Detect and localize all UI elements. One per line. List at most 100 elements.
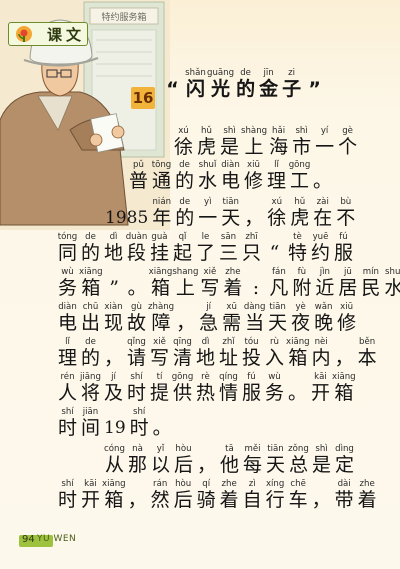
ruby-pair: de 的 <box>173 160 196 193</box>
hanzi: ， <box>311 489 331 511</box>
pinyin: guà <box>151 232 168 242</box>
ruby-pair: ， <box>310 479 333 512</box>
hanzi: 投 <box>241 347 261 369</box>
ruby-pair: jiān 间 <box>79 407 102 440</box>
ruby-pair: dìng 定 <box>333 444 356 477</box>
ruby-pair: hǎi 海 <box>267 126 290 159</box>
hanzi: ， <box>103 347 123 369</box>
ruby-pair: ， <box>174 302 197 335</box>
pinyin: qí <box>202 479 211 489</box>
ruby-pair: shàng 上 <box>241 126 267 159</box>
hanzi: 子 <box>282 78 302 100</box>
ruby-pair: hòu 后 <box>172 444 195 477</box>
pinyin: fán <box>272 267 286 277</box>
ruby-pair: mín 民 <box>359 267 382 300</box>
pinyin: jí <box>206 302 212 312</box>
pinyin: fù <box>297 267 307 277</box>
pinyin: gōng <box>288 160 311 170</box>
pinyin: shí <box>132 407 146 417</box>
pinyin: de <box>179 197 191 207</box>
pinyin: xiāng <box>79 267 103 277</box>
pinyin: shuǐ <box>385 267 400 277</box>
pinyin: zhe <box>225 267 241 277</box>
pinyin: tóu <box>244 337 259 347</box>
ruby-pair: zhǐ 址 <box>217 337 240 370</box>
hanzi: 不 <box>336 207 356 229</box>
ruby-pair: tōng 通 <box>150 160 173 193</box>
pinyin: dài <box>337 479 351 489</box>
ruby-pair: duàn 段 <box>125 232 148 265</box>
ruby-pair: kāi 开 <box>309 372 332 405</box>
ruby-pair: tóng 同 <box>56 232 79 265</box>
pinyin: zǒng <box>288 444 309 454</box>
ruby-pair: yí 一 <box>313 126 336 159</box>
text-line: 1985 nián 年 de 的 yì 一 tiān 天， xú 徐 hǔ 虎 zài 在 bù 不 <box>103 197 357 230</box>
ruby-pair: xú 徐 <box>265 197 288 230</box>
page-number-badge: 94 <box>19 534 53 547</box>
hanzi: 车 <box>288 489 308 511</box>
hanzi: 箱 <box>334 382 354 404</box>
hanzi: 天 <box>268 312 288 334</box>
ruby-pair: qǐ 起 <box>171 232 194 265</box>
ruby-pair: “ <box>161 68 184 101</box>
pinyin: měi <box>244 444 261 454</box>
hanzi: 海 <box>269 136 289 158</box>
hanzi: “ <box>166 78 179 100</box>
hanzi: 开 <box>310 382 330 404</box>
pinyin: qǐ <box>178 232 187 242</box>
hanzi: 着 <box>219 489 239 511</box>
pinyin: hǔ <box>201 126 212 136</box>
pinyin: fú <box>247 372 256 382</box>
hanzi: 内 <box>311 347 331 369</box>
pinyin: shí <box>61 407 74 417</box>
pinyin: nà <box>132 444 143 454</box>
pinyin: wù <box>268 372 281 382</box>
hanzi: 故 <box>126 312 146 334</box>
pinyin: yí <box>320 126 329 136</box>
ruby-pair: xiāng 箱 <box>332 372 356 405</box>
hanzi: 普 <box>128 170 148 192</box>
pinyin: qīng <box>173 337 192 347</box>
ruby-pair: nèi 内 <box>310 337 333 370</box>
ruby-pair: shǎn 闪 <box>184 68 207 101</box>
text-line: diàn 电 chū 出 xiàn 现 gù 故 zhàng 障， jí 急 xū 需 dàng 当 tiān 天… <box>56 302 358 335</box>
hanzi: 晚 <box>314 312 334 334</box>
hanzi: 定 <box>334 454 354 476</box>
pinyin: pǔ <box>133 160 144 170</box>
ruby-pair: shí 时 <box>128 407 151 440</box>
hanzi: 箱 <box>288 347 308 369</box>
pinyin: shì <box>223 126 236 136</box>
pinyin: hòu <box>175 479 192 489</box>
hanzi: 天 <box>265 454 285 476</box>
hanzi: 居 <box>338 277 358 299</box>
ruby-pair: tā 他 <box>218 444 241 477</box>
pinyin: tiān <box>222 197 239 207</box>
pinyin: tóng <box>57 232 78 242</box>
ruby-pair: shí 时 <box>56 407 79 440</box>
ruby-pair: pǔ 普 <box>127 160 150 193</box>
pinyin: hǔ <box>294 197 306 207</box>
hanzi: 上 <box>175 277 195 299</box>
hanzi: 的 <box>174 170 194 192</box>
pinyin: gù <box>131 302 142 312</box>
ruby-pair: ， <box>126 479 149 512</box>
ruby-pair: qǐng 请 <box>125 337 148 370</box>
pinyin: shǎn <box>185 68 206 78</box>
hanzi: 通 <box>151 170 171 192</box>
pinyin: zhe <box>221 479 237 489</box>
hanzi: 开 <box>80 489 100 511</box>
pinyin: jí <box>111 372 116 382</box>
hanzi: 市 <box>292 136 312 158</box>
hanzi: 行 <box>265 489 285 511</box>
pinyin: cóng <box>104 444 125 454</box>
hanzi: 。 <box>127 277 147 299</box>
hanzi: 着 <box>223 277 243 299</box>
hanzi: 带 <box>334 489 354 511</box>
hanzi: 着 <box>357 489 377 511</box>
lesson-title: “shǎn 闪 guāng 光 de 的 jīn 金 zi 子” <box>161 68 326 101</box>
hanzi: 三 <box>218 242 238 264</box>
hanzi: 请 <box>126 347 146 369</box>
ruby-pair: zài 在 <box>311 197 334 230</box>
